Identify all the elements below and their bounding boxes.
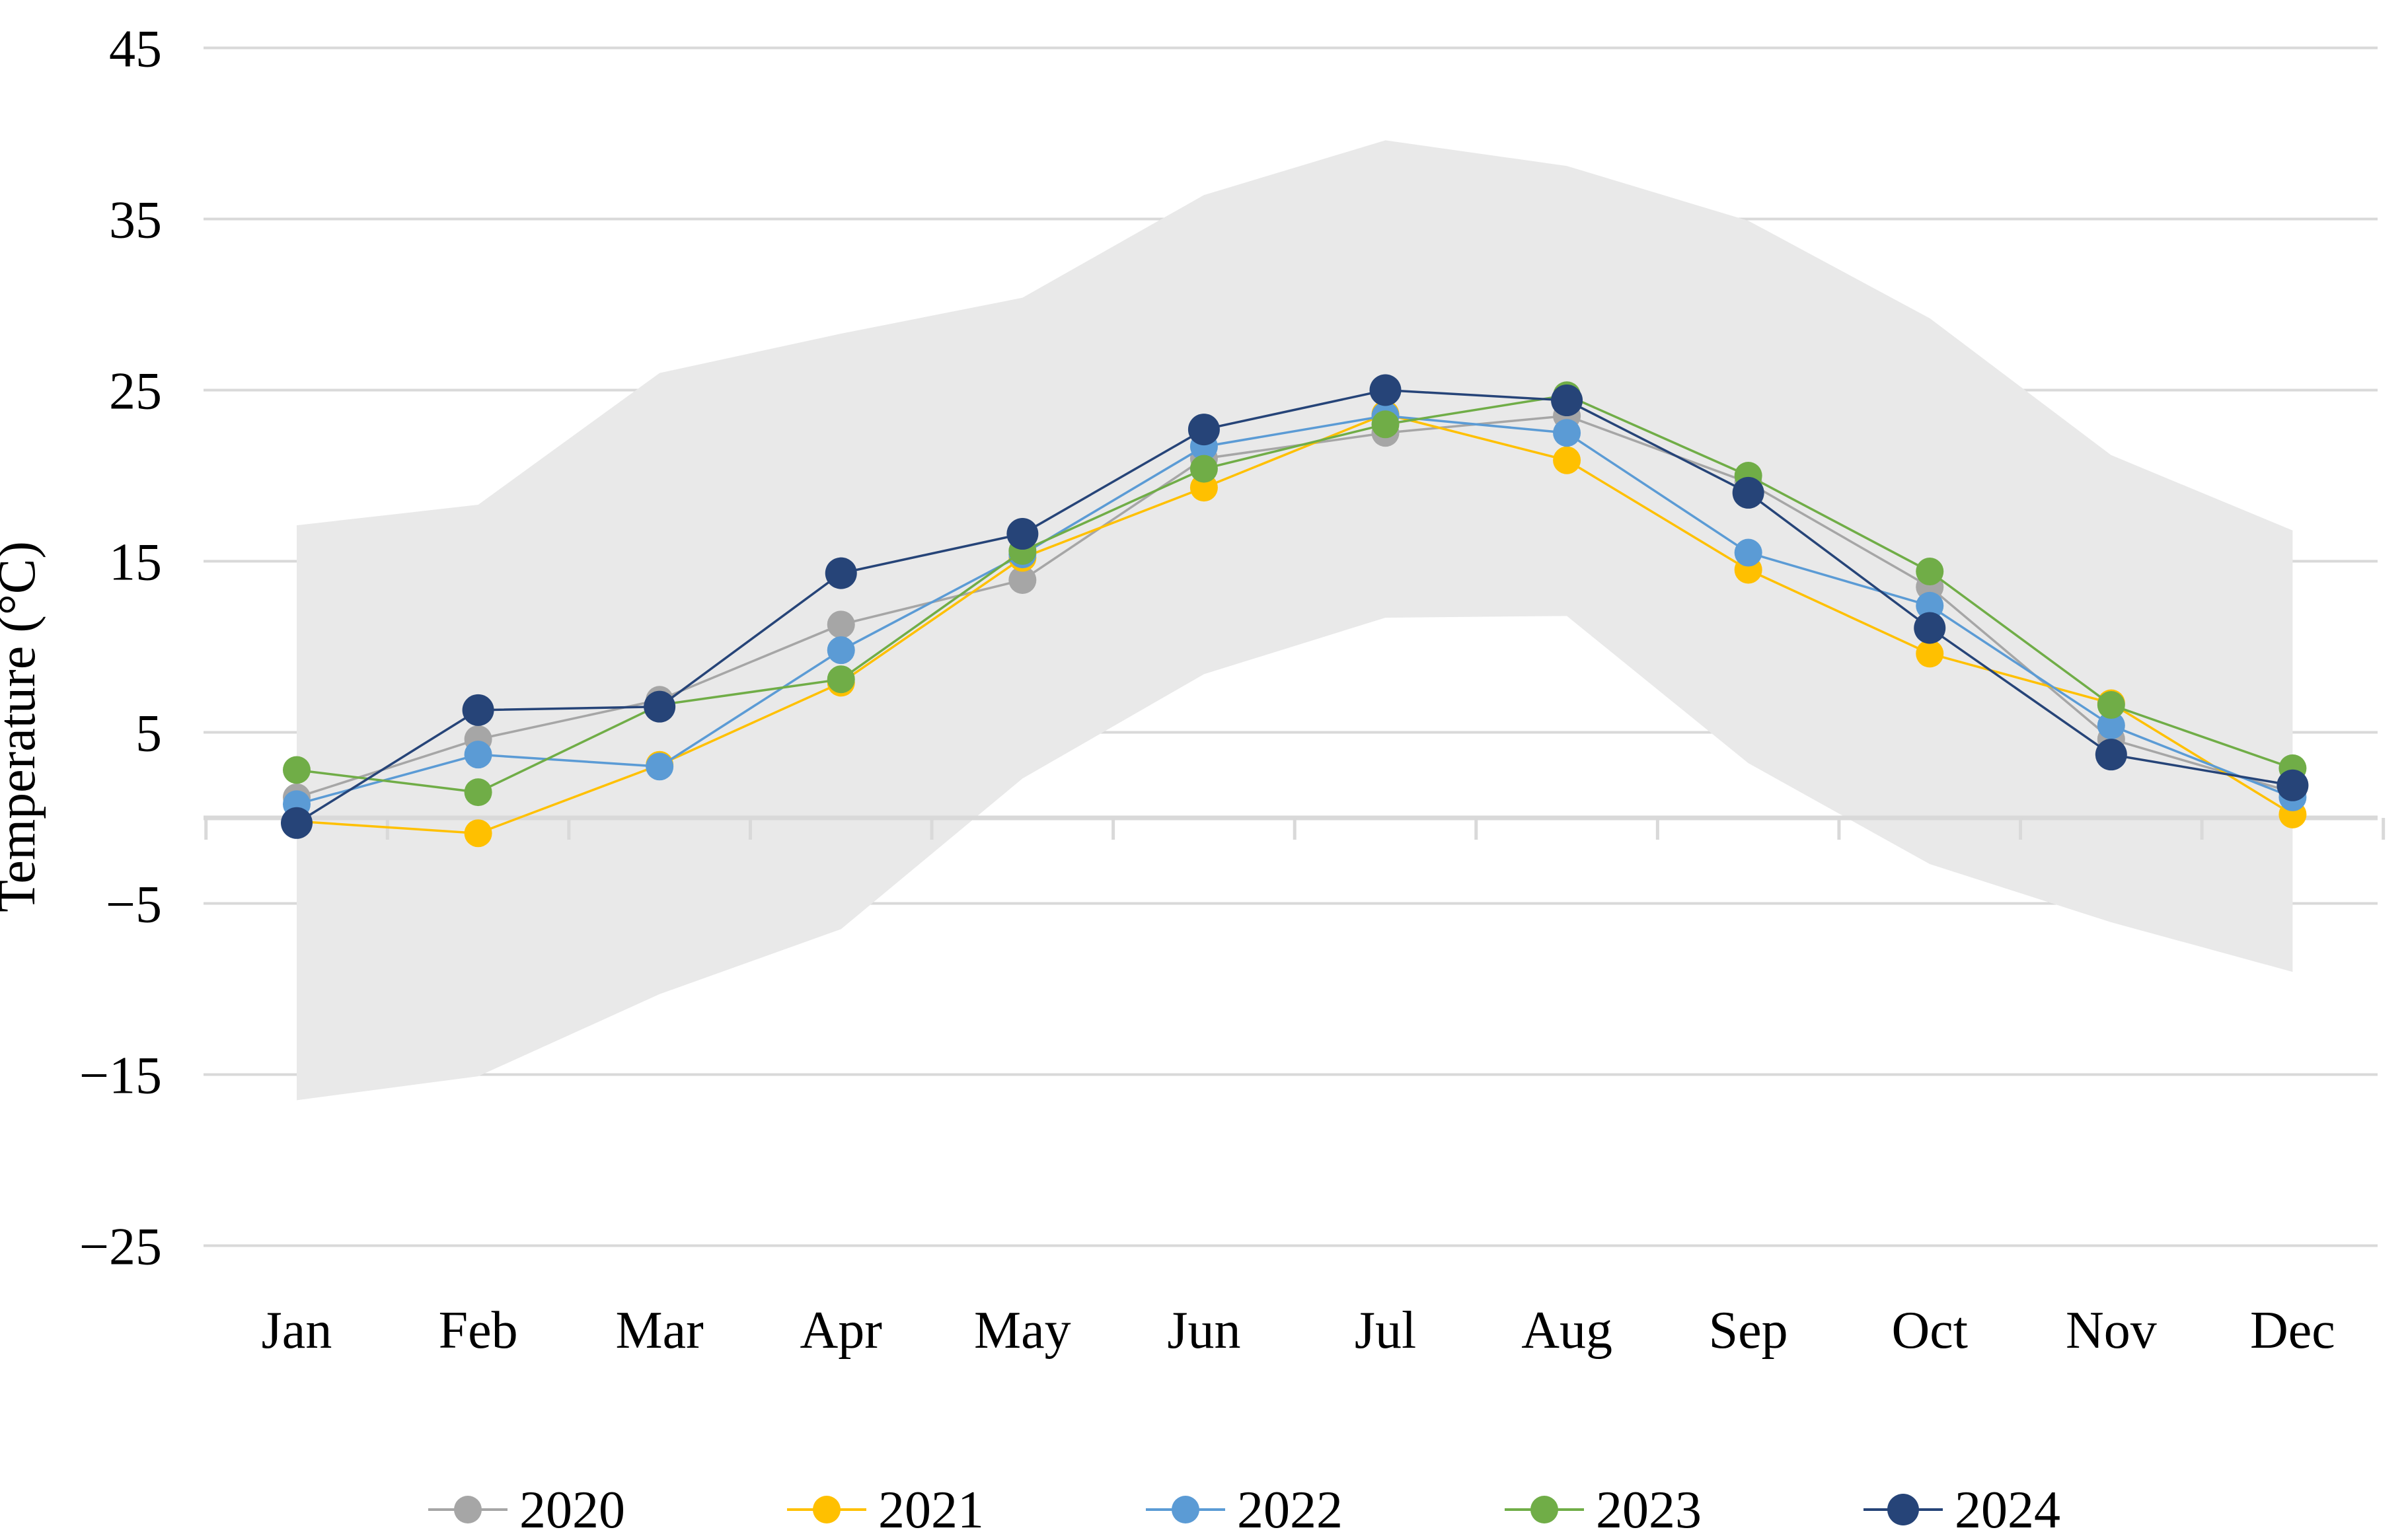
- data-point-2024-Feb: [462, 694, 494, 726]
- series-line-2021: [296, 412, 2294, 835]
- legend-item-2022: 2022: [1146, 1481, 1343, 1538]
- data-point-2022-Oct: [1916, 591, 1944, 620]
- axis-labels: Temperature (°C) 45 35 25 15 5 −5 −15 −25 Jan Feb…: [0, 20, 2335, 1360]
- data-point-2024-Jan: [281, 807, 313, 839]
- data-point-2023-Apr: [827, 665, 855, 694]
- x-tick-label-dec: Dec: [2250, 1301, 2335, 1360]
- data-point-2023-Oct: [1916, 558, 1944, 586]
- x-axis: [204, 815, 2386, 840]
- data-point-2024-Oct: [1914, 612, 1946, 644]
- data-point-2024-Nov: [2095, 739, 2127, 771]
- data-series: [281, 374, 2309, 848]
- x-tick-label-sep: Sep: [1709, 1301, 1788, 1360]
- y-tick-label: 15: [109, 534, 162, 592]
- data-point-2021-Aug: [1553, 446, 1581, 474]
- legend-label-2022: 2022: [1237, 1481, 1343, 1538]
- x-tick-label-aug: Aug: [1521, 1301, 1612, 1360]
- x-tick-label-may: May: [974, 1301, 1071, 1360]
- y-tick-label: −25: [79, 1218, 162, 1276]
- y-tick-label: 35: [109, 192, 162, 250]
- x-tick-label-jan: Jan: [262, 1301, 332, 1360]
- data-point-2024-Jun: [1187, 414, 1220, 446]
- data-point-2022-Apr: [827, 636, 855, 665]
- legend-item-2020: 2020: [428, 1481, 625, 1538]
- data-point-2020-May: [1008, 566, 1037, 594]
- data-point-2023-Jun: [1189, 455, 1218, 483]
- legend-marker-2020: [454, 1496, 482, 1523]
- min-max-range-band: [297, 140, 2293, 1101]
- legend-label-2024: 2024: [1955, 1481, 2060, 1538]
- range-band: [297, 140, 2293, 1101]
- legend-marker-2024: [1887, 1494, 1919, 1525]
- legend-label-2021: 2021: [878, 1481, 984, 1538]
- series-line-2022: [296, 414, 2294, 805]
- y-axis-title: Temperature (°C): [0, 541, 46, 912]
- x-tick-label-feb: Feb: [439, 1301, 518, 1360]
- data-point-2024-Aug: [1551, 384, 1583, 417]
- legend-label-2023: 2023: [1596, 1481, 1702, 1538]
- y-tick-label: 25: [109, 363, 162, 421]
- data-point-2022-Aug: [1553, 419, 1581, 447]
- data-point-2023-Jan: [283, 756, 311, 784]
- x-tick-label-jul: Jul: [1355, 1301, 1416, 1360]
- legend-marker-2021: [813, 1496, 841, 1523]
- data-point-2022-Mar: [646, 752, 674, 781]
- data-point-2022-Nov: [2097, 712, 2125, 740]
- x-tick-label-mar: Mar: [616, 1301, 704, 1360]
- y-tick-label: 5: [135, 705, 162, 763]
- data-point-2021-Oct: [1916, 640, 1944, 668]
- data-point-2024-Dec: [2276, 769, 2309, 801]
- legend-label-2020: 2020: [519, 1481, 625, 1538]
- data-point-2024-Apr: [825, 557, 857, 589]
- legend-item-2024: 2024: [1863, 1481, 2060, 1538]
- x-tick-label-jun: Jun: [1167, 1301, 1240, 1360]
- legend: 2020 2021 2022 2023 2024: [428, 1481, 2060, 1538]
- series-line-2024: [296, 388, 2293, 824]
- data-point-2023-Nov: [2097, 691, 2125, 719]
- legend-marker-2022: [1172, 1496, 1199, 1523]
- data-point-2023-Jul: [1371, 410, 1400, 439]
- y-tick-label: 45: [109, 20, 162, 79]
- data-point-2020-Apr: [827, 610, 855, 639]
- data-point-2023-Feb: [464, 778, 492, 807]
- legend-item-2023: 2023: [1505, 1481, 1702, 1538]
- data-point-2024-May: [1006, 518, 1039, 550]
- legend-item-2021: 2021: [787, 1481, 984, 1538]
- x-tick-label-nov: Nov: [2066, 1301, 2157, 1360]
- series-2024: [281, 374, 2309, 839]
- y-tick-label: −15: [79, 1047, 162, 1105]
- data-point-2022-Sep: [1734, 538, 1762, 567]
- data-point-2022-Feb: [464, 741, 492, 769]
- legend-marker-2023: [1530, 1496, 1558, 1523]
- data-point-2024-Jul: [1369, 374, 1402, 406]
- y-tick-label: −5: [106, 876, 162, 934]
- data-point-2024-Sep: [1732, 476, 1764, 509]
- data-point-2021-Feb: [464, 819, 492, 848]
- x-tick-label-oct: Oct: [1891, 1301, 1968, 1360]
- data-point-2024-Mar: [644, 690, 676, 723]
- series-line-2023: [296, 394, 2293, 793]
- x-tick-label-apr: Apr: [800, 1301, 882, 1360]
